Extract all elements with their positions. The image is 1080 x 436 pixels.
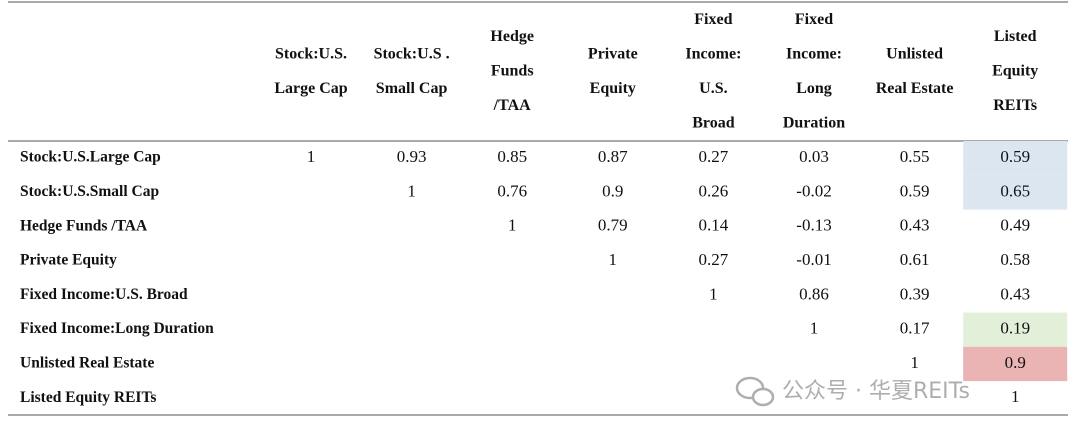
- column-header: Stock:U.S .: [374, 45, 450, 62]
- highlight-cell: [963, 141, 1068, 176]
- cell-value: 1: [508, 216, 517, 235]
- cell-value: 0.59: [900, 181, 930, 200]
- row-label: Stock:U.S.Small Cap: [20, 183, 159, 200]
- watermark-text: 公众号 · 华夏REITs: [782, 379, 970, 404]
- cell-value: 0.58: [1000, 250, 1030, 269]
- cell-value: -0.01: [796, 250, 831, 269]
- highlight-cell: [963, 312, 1068, 347]
- cell-value: 0.86: [799, 284, 829, 303]
- column-header: Private: [588, 45, 638, 62]
- watermark: 公众号 · 华夏REITs: [735, 376, 970, 407]
- cell-value: 1: [1011, 387, 1020, 406]
- cell-value: 1: [307, 147, 316, 166]
- cell-value: 0.49: [1000, 216, 1030, 235]
- cell-value: 0.27: [699, 250, 729, 269]
- cell-value: 0.85: [497, 147, 527, 166]
- column-header: Long: [796, 80, 832, 97]
- cell-value: 0.79: [598, 216, 628, 235]
- column-header: Real Estate: [876, 80, 954, 97]
- cell-value: 0.27: [699, 147, 729, 166]
- column-header: Small Cap: [376, 80, 448, 97]
- cell-value: 0.93: [397, 147, 427, 166]
- column-header: Fixed: [795, 11, 833, 28]
- column-header: Equity: [590, 80, 636, 97]
- column-header: Broad: [692, 114, 734, 131]
- column-header: Fixed: [694, 11, 732, 28]
- cell-value: 1: [609, 250, 618, 269]
- column-header: U.S.: [699, 80, 727, 97]
- column-header: Listed: [994, 28, 1037, 45]
- cell-value: 1: [709, 284, 718, 303]
- cell-value: 1: [407, 181, 416, 200]
- cell-value: 0.9: [602, 181, 623, 200]
- row-label: Stock:U.S.Large Cap: [20, 149, 161, 166]
- row-label: Listed Equity REITs: [20, 389, 156, 406]
- cell-value: 0.43: [1000, 284, 1030, 303]
- cell-value: 1: [810, 319, 819, 338]
- cell-value: 0.65: [1000, 181, 1030, 200]
- cell-value: 0.76: [497, 181, 527, 200]
- cell-value: 0.19: [1000, 319, 1030, 338]
- column-header: Stock:U.S.: [275, 45, 347, 62]
- column-header: Income:: [685, 45, 741, 62]
- cell-value: -0.02: [796, 181, 831, 200]
- cell-value: 0.03: [799, 147, 829, 166]
- cell-value: 0.55: [900, 147, 930, 166]
- column-header: REITs: [993, 97, 1037, 114]
- cell-value: 0.43: [900, 216, 930, 235]
- row-label: Fixed Income:U.S. Broad: [20, 286, 188, 303]
- column-header: Unlisted: [886, 45, 943, 62]
- cell-value: -0.13: [796, 216, 831, 235]
- cell-value: 0.14: [699, 216, 729, 235]
- column-header: Equity: [992, 63, 1038, 80]
- column-header: /TAA: [493, 97, 531, 114]
- cell-value: 0.26: [699, 181, 729, 200]
- row-label: Fixed Income:Long Duration: [20, 320, 214, 337]
- cell-value: 0.61: [900, 250, 930, 269]
- column-header: Large Cap: [274, 80, 347, 97]
- row-label: Private Equity: [20, 252, 117, 269]
- cell-value: 1: [910, 353, 919, 372]
- cell-value: 0.59: [1000, 147, 1030, 166]
- row-label: Hedge Funds /TAA: [20, 217, 148, 234]
- cell-value: 0.9: [1005, 353, 1026, 372]
- column-header: Funds: [491, 63, 534, 80]
- cell-value: 0.39: [900, 284, 930, 303]
- cell-value: 0.87: [598, 147, 628, 166]
- highlight-cell: [963, 175, 1068, 210]
- column-header: Hedge: [490, 28, 534, 45]
- column-header: Income:: [786, 45, 842, 62]
- cell-value: 0.17: [900, 319, 930, 338]
- row-label: Unlisted Real Estate: [20, 355, 154, 372]
- column-header: Duration: [783, 114, 845, 131]
- highlight-cell: [963, 346, 1068, 382]
